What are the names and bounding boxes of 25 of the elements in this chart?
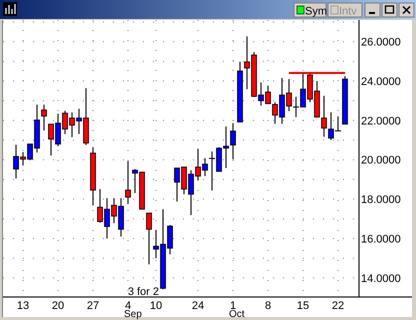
x-tick-label: 8 [264, 300, 272, 312]
text: Oct [229, 309, 245, 320]
y-tick-label: 18.0000 [361, 194, 401, 206]
candlestick [41, 104, 47, 131]
candlestick [321, 95, 327, 138]
x-tick-label: 24 [192, 300, 204, 312]
x-tick-label: 10 [150, 300, 162, 312]
x-tick-label: 22 [332, 300, 344, 312]
y-tick-label: 26.0000 [361, 36, 401, 49]
candlestick [230, 122, 236, 160]
x-tick-label: 20 [52, 300, 64, 312]
y-tick-label: 22.0000 [361, 115, 401, 128]
y-tick-label: 16.0000 [361, 233, 401, 246]
text: Sym [305, 6, 327, 18]
y-tick-label: 24.0000 [361, 76, 401, 88]
candlestick [146, 212, 152, 265]
annotation: 3 for 2 [128, 286, 160, 298]
x-tick-label: 15 [296, 300, 310, 312]
text: Sep [124, 309, 142, 320]
x-tick-label: 13 [16, 300, 30, 312]
candlestick [125, 160, 131, 205]
x-tick-label: 27 [86, 300, 100, 312]
y-tick-label: 14.0000 [361, 272, 401, 285]
text: Intv [339, 6, 358, 18]
y-tick-label: 20.0000 [361, 154, 401, 167]
